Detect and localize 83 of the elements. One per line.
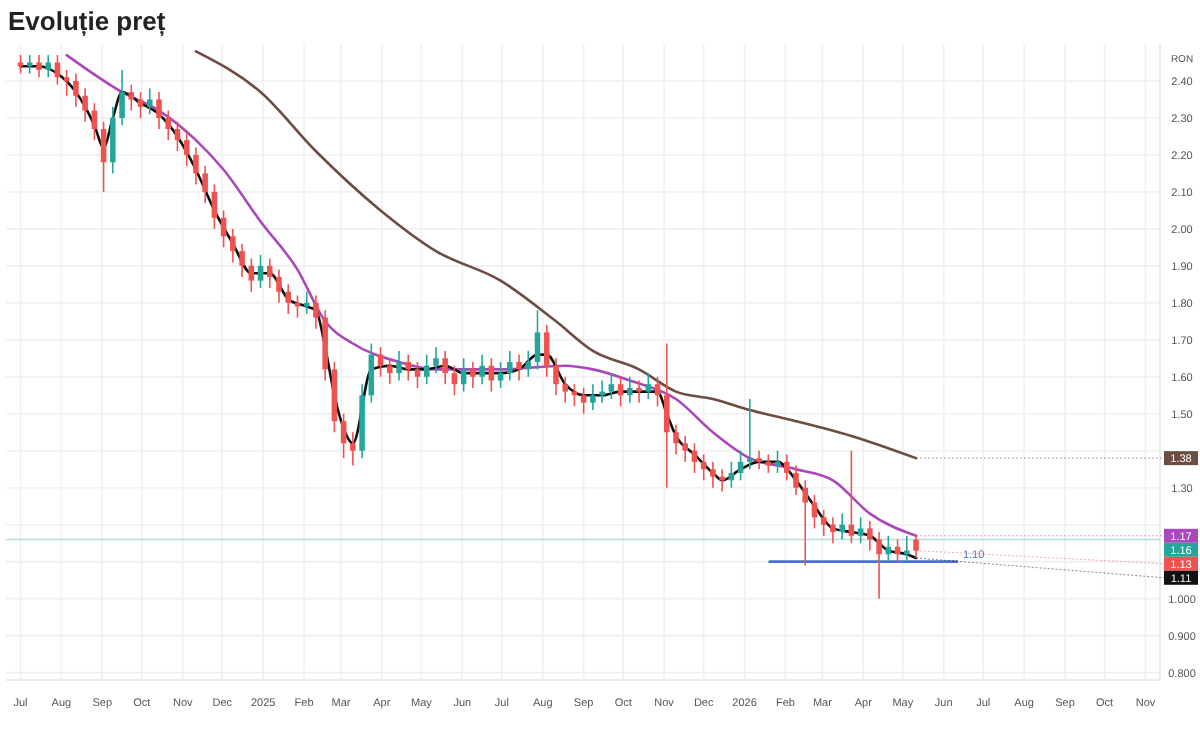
candlestick bbox=[534, 309, 541, 371]
candlestick bbox=[54, 54, 61, 86]
candlestick bbox=[580, 387, 587, 415]
candlestick bbox=[303, 290, 310, 315]
candlestick bbox=[377, 346, 384, 378]
candlestick bbox=[17, 54, 24, 75]
candlestick bbox=[793, 464, 799, 496]
candlestick bbox=[848, 449, 855, 544]
candlestick bbox=[507, 350, 513, 382]
candlestick bbox=[119, 69, 125, 127]
candlestick bbox=[470, 361, 476, 389]
candlestick bbox=[82, 87, 88, 123]
candlestick bbox=[737, 449, 744, 482]
candlestick bbox=[193, 146, 199, 186]
candlestick bbox=[230, 228, 236, 263]
candlestick bbox=[267, 257, 273, 289]
candlestick bbox=[211, 183, 218, 230]
candlestick bbox=[285, 283, 292, 315]
candlestick bbox=[276, 268, 282, 304]
candlestick bbox=[45, 54, 51, 79]
candlestick bbox=[26, 54, 33, 75]
candlestick bbox=[451, 364, 458, 397]
candlestick bbox=[590, 383, 596, 411]
candlestick bbox=[553, 357, 559, 397]
candlestick bbox=[608, 372, 615, 400]
candlestick bbox=[802, 479, 808, 567]
candlestick bbox=[682, 435, 688, 463]
candlestick bbox=[183, 131, 190, 167]
candlestick bbox=[202, 165, 208, 204]
candlestick bbox=[294, 294, 301, 319]
candlestick bbox=[654, 375, 661, 408]
candlestick bbox=[405, 353, 412, 382]
candlestick bbox=[636, 379, 642, 404]
candlestick bbox=[913, 534, 919, 559]
candlestick bbox=[867, 520, 873, 552]
candlestick bbox=[904, 534, 910, 563]
candlestick bbox=[645, 372, 652, 400]
candlestick bbox=[783, 453, 790, 482]
candlestick bbox=[396, 350, 402, 382]
candlestick bbox=[110, 106, 116, 175]
chart-title: Evoluție preț bbox=[8, 6, 167, 38]
candlestick bbox=[460, 357, 467, 393]
candlestick bbox=[414, 361, 421, 389]
candlestick bbox=[599, 379, 605, 404]
candlestick bbox=[617, 375, 624, 408]
candlestick bbox=[479, 353, 485, 385]
candlestick bbox=[350, 431, 356, 467]
candlestick bbox=[239, 242, 245, 278]
candlestick bbox=[543, 324, 550, 378]
candlestick bbox=[876, 531, 882, 600]
candlestick bbox=[63, 69, 70, 97]
candlestick bbox=[774, 449, 781, 474]
candlestick bbox=[627, 375, 633, 404]
candlestick bbox=[165, 109, 171, 141]
candlestick bbox=[73, 72, 79, 108]
candlestick bbox=[423, 353, 430, 385]
candlestick bbox=[710, 461, 716, 489]
candlestick bbox=[719, 468, 725, 493]
candlestick bbox=[562, 375, 568, 404]
candlestick bbox=[673, 424, 679, 456]
candlestick bbox=[525, 350, 532, 378]
candlestick bbox=[516, 353, 522, 382]
candlestick bbox=[36, 54, 42, 79]
candlestick bbox=[691, 442, 698, 474]
candlestick bbox=[756, 449, 762, 471]
candlestick bbox=[146, 87, 153, 116]
candlestick bbox=[387, 357, 393, 385]
candlestick bbox=[442, 350, 448, 385]
candlestick bbox=[433, 346, 439, 374]
candlestick bbox=[248, 257, 255, 293]
candlestick bbox=[257, 253, 264, 289]
candlestick bbox=[747, 398, 753, 471]
candlestick bbox=[100, 120, 107, 193]
candlestick bbox=[174, 120, 181, 153]
candlestick bbox=[765, 453, 772, 474]
candlestick bbox=[137, 91, 144, 119]
candlestick bbox=[156, 91, 162, 130]
candlestick bbox=[839, 512, 845, 541]
candlestick bbox=[830, 516, 836, 544]
candlestick bbox=[820, 509, 827, 537]
candlestick bbox=[313, 294, 319, 330]
candlestick bbox=[663, 342, 670, 489]
candlestick bbox=[857, 516, 864, 544]
